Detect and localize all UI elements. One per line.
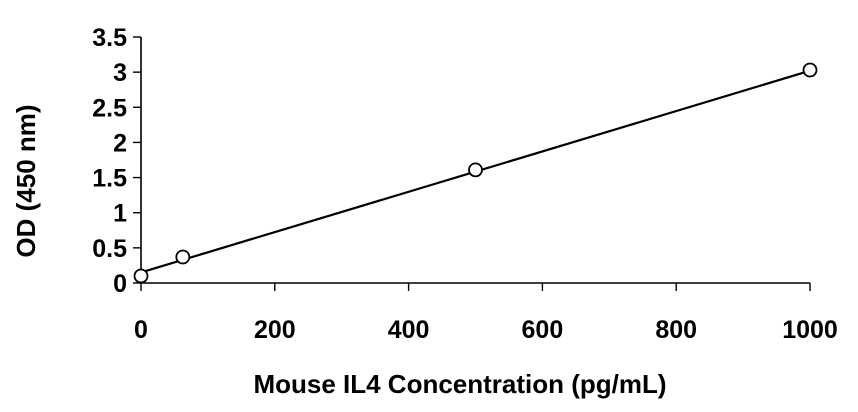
- x-axis: 0 200 400 600 800 1000: [134, 282, 838, 344]
- y-tick-label: 3.5: [92, 24, 127, 52]
- x-tick-label: 600: [522, 316, 564, 344]
- x-tick-label: 400: [388, 316, 430, 344]
- data-point: [133, 268, 149, 284]
- data-point: [175, 249, 191, 265]
- y-tick-label: 1: [113, 200, 127, 228]
- y-tick-label: 0.5: [92, 235, 127, 263]
- y-tick-label: 2: [113, 129, 127, 157]
- x-tick-label: 800: [655, 316, 697, 344]
- x-ticks: 0 200 400 600 800 1000: [134, 283, 838, 344]
- y-tick-label: 1.5: [92, 165, 127, 193]
- x-tick-label: 0: [134, 316, 148, 344]
- x-tick-label: 1000: [782, 316, 838, 344]
- y-tick-label: 0: [113, 270, 127, 298]
- y-axis-title: OD (450 nm): [11, 104, 41, 257]
- y-axis: 0 0.5 1 1.5 2 2.5 3 3.5: [92, 24, 142, 298]
- x-tick-label: 200: [254, 316, 296, 344]
- data-point: [802, 62, 818, 78]
- y-tick-label: 2.5: [92, 94, 127, 122]
- data-point: [468, 162, 483, 178]
- x-axis-title: Mouse IL4 Concentration (pg/mL): [253, 369, 666, 399]
- plot-area: [133, 62, 818, 284]
- y-tick-label: 3: [113, 59, 127, 87]
- y-ticks: 0 0.5 1 1.5 2 2.5 3 3.5: [92, 24, 141, 298]
